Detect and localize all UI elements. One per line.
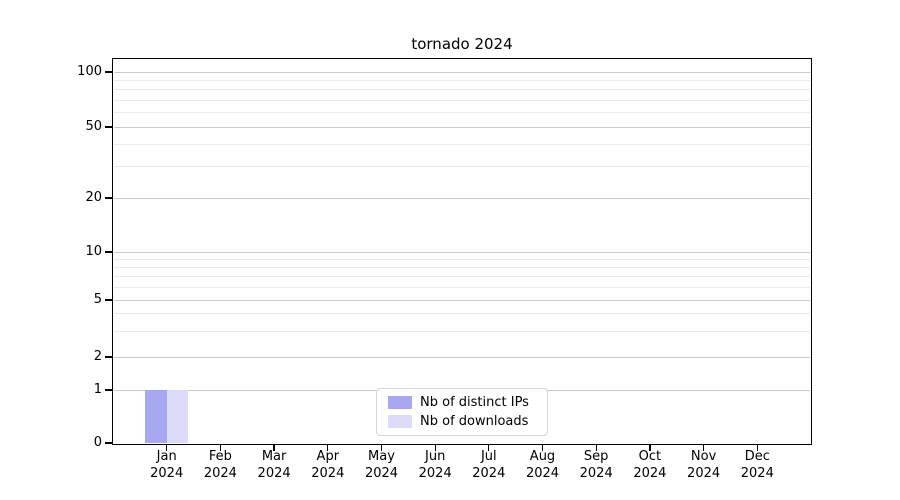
bar-downloads bbox=[166, 390, 189, 443]
x-tick-label: Oct 2024 bbox=[633, 449, 667, 481]
y-axis-tick bbox=[105, 126, 112, 128]
y-tick-label: 2 bbox=[93, 349, 102, 364]
x-axis-tick bbox=[327, 444, 329, 451]
y-axis-tick bbox=[105, 197, 112, 199]
bar-distinct-ips bbox=[145, 390, 167, 443]
x-tick-label: Sep 2024 bbox=[579, 449, 613, 481]
x-tick-label: Feb 2024 bbox=[203, 449, 237, 481]
legend: Nb of distinct IPs Nb of downloads bbox=[376, 388, 548, 436]
y-axis-tick bbox=[105, 251, 112, 253]
x-tick-label: Jun 2024 bbox=[418, 449, 452, 481]
y-tick-label: 50 bbox=[85, 119, 102, 134]
gridline-minor bbox=[114, 166, 810, 168]
x-axis-tick bbox=[595, 444, 597, 451]
x-axis-tick bbox=[541, 444, 544, 451]
gridline-major bbox=[114, 126, 810, 128]
x-axis-tick bbox=[219, 444, 222, 451]
x-tick-label: Dec 2024 bbox=[740, 449, 774, 481]
y-tick-label: 0 bbox=[93, 435, 102, 450]
y-axis-tick bbox=[105, 356, 112, 358]
x-tick-label: Apr 2024 bbox=[311, 449, 345, 481]
gridline-major bbox=[114, 71, 810, 73]
y-tick-label: 100 bbox=[77, 64, 102, 79]
gridline-minor bbox=[114, 112, 810, 113]
x-tick-label: Jul 2024 bbox=[472, 449, 506, 481]
chart-title: tornado 2024 bbox=[411, 35, 513, 53]
legend-label-downloads: Nb of downloads bbox=[420, 414, 529, 429]
x-axis-tick bbox=[488, 444, 490, 451]
gridline-minor bbox=[114, 276, 810, 278]
y-axis-tick bbox=[105, 71, 112, 73]
gridline-minor bbox=[114, 258, 810, 260]
y-tick-label: 5 bbox=[93, 292, 102, 307]
gridline-minor bbox=[114, 143, 810, 145]
x-axis-tick bbox=[380, 444, 383, 451]
gridline-minor bbox=[114, 267, 810, 268]
y-axis-tick bbox=[105, 299, 112, 301]
gridline-minor bbox=[114, 99, 810, 101]
x-tick-label: Aug 2024 bbox=[525, 449, 560, 481]
x-tick-label: Jan 2024 bbox=[150, 449, 184, 481]
legend-item-distinct-ips: Nb of distinct IPs bbox=[388, 395, 537, 410]
x-axis-tick bbox=[273, 444, 275, 451]
gridline-major bbox=[114, 197, 810, 199]
gridline-major bbox=[114, 299, 810, 301]
legend-swatch-downloads bbox=[388, 415, 412, 428]
x-axis-tick bbox=[649, 444, 651, 451]
gridline-minor bbox=[114, 79, 810, 81]
y-axis-tick bbox=[105, 442, 112, 444]
x-tick-label: May 2024 bbox=[364, 449, 399, 481]
gridline-minor bbox=[114, 313, 810, 315]
gridline-minor bbox=[114, 89, 810, 91]
legend-item-downloads: Nb of downloads bbox=[388, 414, 537, 429]
gridline-major bbox=[114, 251, 810, 253]
y-tick-label: 1 bbox=[93, 382, 102, 397]
x-tick-label: Nov 2024 bbox=[687, 449, 721, 481]
x-axis-tick bbox=[434, 444, 436, 451]
x-axis-tick bbox=[756, 444, 758, 451]
y-tick-label: 10 bbox=[85, 244, 102, 259]
plot-area bbox=[112, 58, 812, 445]
gridline-minor bbox=[114, 331, 810, 333]
gridline-major bbox=[114, 356, 810, 358]
legend-swatch-distinct-ips bbox=[388, 396, 412, 409]
x-tick-label: Mar 2024 bbox=[257, 449, 291, 481]
legend-label-distinct-ips: Nb of distinct IPs bbox=[420, 395, 529, 410]
gridline-minor bbox=[114, 286, 810, 288]
y-axis-tick bbox=[105, 389, 112, 391]
x-axis-tick bbox=[166, 444, 168, 451]
y-tick-label: 20 bbox=[85, 190, 102, 205]
x-axis-tick bbox=[702, 444, 705, 451]
